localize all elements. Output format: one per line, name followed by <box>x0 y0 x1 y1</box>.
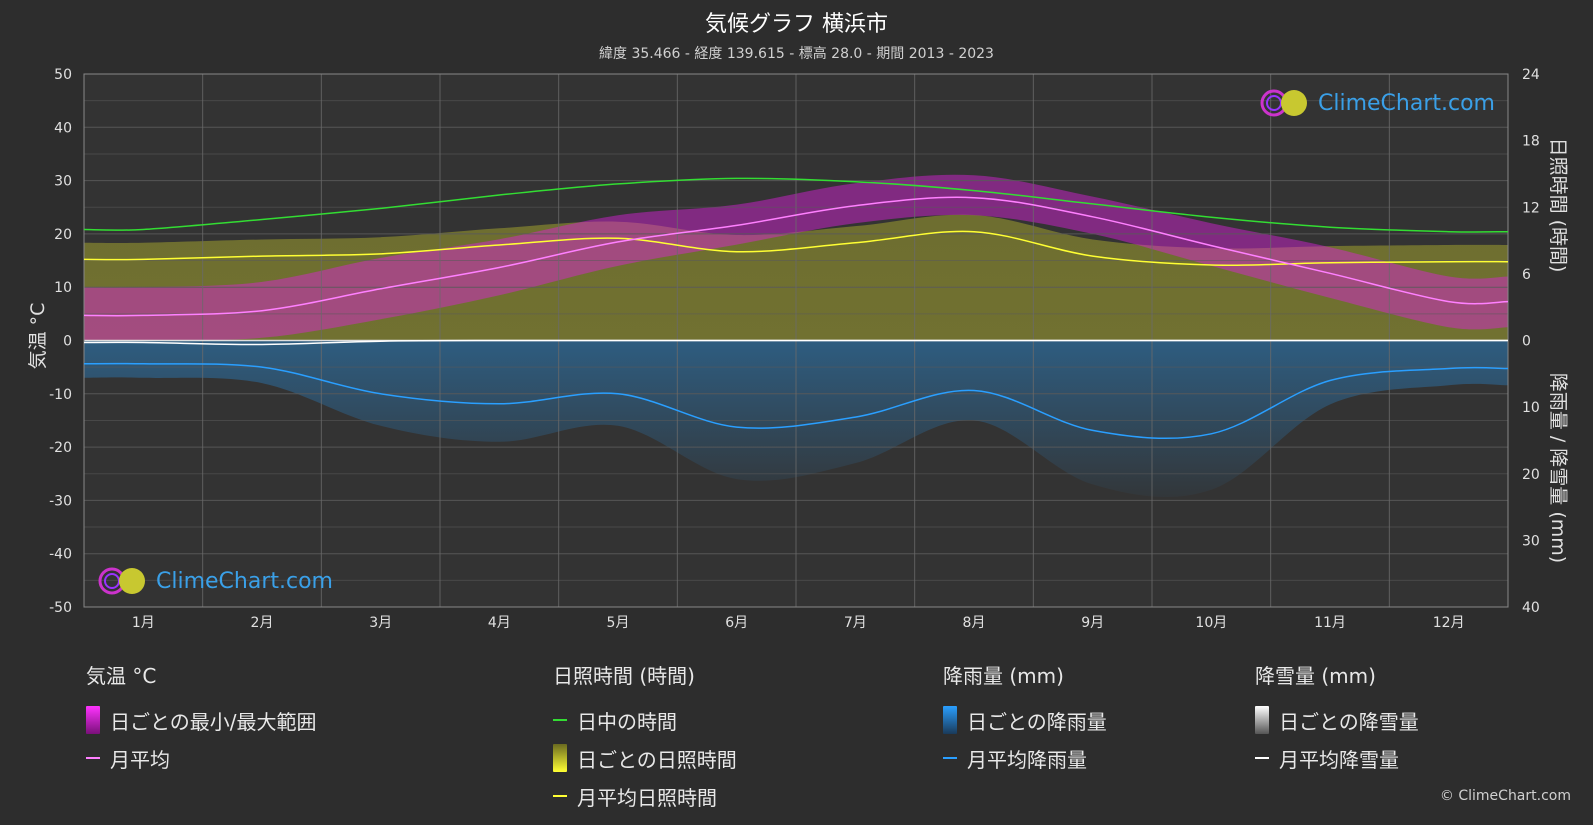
y-right-rain-tick-label: 30 <box>1522 533 1540 549</box>
legend-snow-daily-label: 日ごとの降雪量 <box>1279 709 1419 734</box>
legend-temp-avg-label: 月平均 <box>110 747 170 772</box>
brand-logo-top: ClimeChart.com <box>1258 88 1495 118</box>
y-right-sun-tick-label: 24 <box>1522 67 1540 83</box>
x-tick-label: 3月 <box>369 615 392 631</box>
y-axis-right-bottom-title: 降雨量 / 降雪量 (mm) <box>1547 373 1569 563</box>
x-tick-label: 12月 <box>1433 615 1465 631</box>
x-tick-label: 1月 <box>132 615 155 631</box>
legend-snow-avg-label: 月平均降雪量 <box>1279 747 1399 772</box>
legend-sunshine: 日照時間 (時間) 日中の時間 日ごとの日照時間 月平均日照時間 <box>553 660 737 815</box>
y-left-tick-label: 50 <box>54 67 72 83</box>
y-left-tick-label: 40 <box>54 120 72 136</box>
daylight-line <box>83 177 1509 233</box>
y-right-sun-tick-label: 6 <box>1522 267 1531 283</box>
x-tick-label: 6月 <box>725 615 748 631</box>
y-left-tick-label: 20 <box>54 227 72 243</box>
legend-snow: 降雪量 (mm) 日ごとの降雪量 月平均降雪量 <box>1255 660 1419 777</box>
brand-text: ClimeChart.com <box>156 568 333 594</box>
brand-text: ClimeChart.com <box>1318 90 1495 116</box>
daylight-swatch <box>553 719 567 721</box>
legend-rain-avg-label: 月平均降雨量 <box>967 747 1087 772</box>
x-tick-label: 2月 <box>251 615 274 631</box>
y-left-tick-label: 10 <box>54 280 72 296</box>
y-axis-left-title: 気温 °C <box>27 303 49 370</box>
y-right-rain-tick-label: 10 <box>1522 400 1540 416</box>
legend-rain: 降雨量 (mm) 日ごとの降雨量 月平均降雨量 <box>943 660 1107 777</box>
legend-rain-title: 降雨量 (mm) <box>943 664 1064 688</box>
x-tick-label: 11月 <box>1314 615 1346 631</box>
rain-daily-swatch <box>943 706 957 734</box>
y-left-tick-label: 0 <box>63 334 72 350</box>
climechart-logo-icon <box>1260 89 1307 117</box>
series-lines <box>83 177 1509 440</box>
rain-avg-line <box>83 362 1509 440</box>
x-tick-label: 4月 <box>488 615 511 631</box>
legend-snow-title: 降雪量 (mm) <box>1255 664 1376 688</box>
temp-avg-swatch <box>86 757 100 759</box>
y-right-sun-tick-label: 0 <box>1522 334 1531 350</box>
x-tick-label: 10月 <box>1195 615 1227 631</box>
y-right-rain-tick-label: 40 <box>1522 600 1540 616</box>
legend-sunshine-daily-label: 日ごとの日照時間 <box>577 747 737 772</box>
x-tick-label: 7月 <box>844 615 867 631</box>
sunshine-avg-line <box>83 230 1509 267</box>
y-right-sun-tick-label: 18 <box>1522 134 1540 150</box>
tick-labels: 50 40 30 20 10 0 -10 -20 -30 -40 -50 24 18 12 6 0 10 20 30… <box>49 67 1540 631</box>
y-left-tick-label: -10 <box>49 387 72 403</box>
y-right-rain-tick-label: 20 <box>1522 467 1540 483</box>
legend-sunshine-avg-label: 月平均日照時間 <box>577 785 717 810</box>
x-tick-label: 9月 <box>1081 615 1104 631</box>
legend-temperature-title: 気温 °C <box>86 664 157 688</box>
legend-sunshine-title: 日照時間 (時間) <box>553 664 695 688</box>
legend-temperature: 気温 °C 日ごとの最小/最大範囲 月平均 <box>86 660 317 777</box>
legend-rain-daily-label: 日ごとの降雨量 <box>967 709 1107 734</box>
snow-avg-swatch <box>1255 757 1269 759</box>
y-left-tick-label: -20 <box>49 440 72 456</box>
y-axis-right-top-title: 日照時間 (時間) <box>1547 138 1569 273</box>
temperature-avg-line <box>83 196 1509 317</box>
climechart-logo-icon <box>98 567 145 595</box>
chart-subtitle: 緯度 35.466 - 経度 139.615 - 標高 28.0 - 期間 20… <box>599 46 994 62</box>
temp-range-swatch <box>86 706 100 734</box>
climate-chart: 50 40 30 20 10 0 -10 -20 -30 -40 -50 24 18 12 6 0 10 20 30… <box>27 67 1569 631</box>
brand-logo-bottom: ClimeChart.com <box>96 566 333 596</box>
legend-daylight-label: 日中の時間 <box>577 709 677 734</box>
y-right-sun-tick-label: 12 <box>1522 200 1540 216</box>
y-left-tick-label: -50 <box>49 600 72 616</box>
rain-avg-swatch <box>943 757 957 759</box>
y-left-tick-label: -40 <box>49 547 72 563</box>
sunshine-daily-swatch <box>553 744 567 772</box>
x-tick-label: 5月 <box>607 615 630 631</box>
copyright: © ClimeChart.com <box>1439 788 1571 804</box>
snow-daily-swatch <box>1255 706 1269 734</box>
snow-avg-line <box>83 339 1508 346</box>
y-left-tick-label: -30 <box>49 493 72 509</box>
y-left-tick-label: 30 <box>54 174 72 190</box>
chart-title: 気候グラフ 横浜市 <box>705 12 888 37</box>
x-tick-label: 8月 <box>963 615 986 631</box>
legend-temp-range-label: 日ごとの最小/最大範囲 <box>110 709 317 734</box>
sunshine-avg-swatch <box>553 795 567 797</box>
